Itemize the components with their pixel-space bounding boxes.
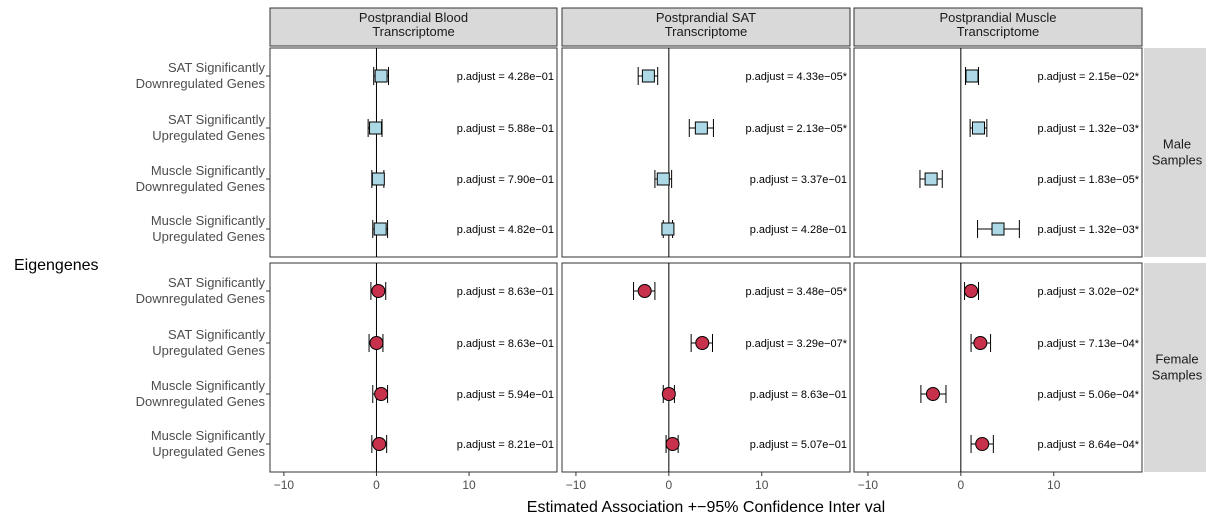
p-adjust-label: p.adjust = 3.48e−05* xyxy=(745,286,847,298)
p-adjust-label: p.adjust = 1.32e−03* xyxy=(1037,123,1139,135)
x-tick-label: −10 xyxy=(858,478,879,492)
y-category-label: Muscle Significantly Downregulated Genes xyxy=(136,378,266,409)
p-adjust-label: p.adjust = 7.90e−01 xyxy=(457,174,554,186)
estimate-point xyxy=(695,336,710,350)
y-category-label: Muscle Significantly Downregulated Genes xyxy=(136,163,266,194)
y-category-label: SAT Significantly Upregulated Genes xyxy=(152,327,265,358)
p-adjust-label: p.adjust = 8.64e−04* xyxy=(1037,439,1139,451)
estimate-point xyxy=(661,387,676,401)
column-strip-1 xyxy=(269,7,558,47)
y-category-label: SAT Significantly Upregulated Genes xyxy=(152,112,265,143)
panel-r1-c2 xyxy=(561,47,851,258)
row-strip-label-male-samples: Male Samples xyxy=(1152,137,1203,168)
y-category-label: SAT Significantly Downregulated Genes xyxy=(136,60,266,91)
p-adjust-label: p.adjust = 2.13e−05* xyxy=(745,123,847,135)
column-strip-3 xyxy=(853,7,1143,47)
column-strip-label-3: Postprandial Muscle Transcriptome xyxy=(939,10,1056,39)
estimate-point xyxy=(924,172,938,186)
p-adjust-label: p.adjust = 1.83e−05* xyxy=(1037,174,1139,186)
p-adjust-label: p.adjust = 4.28e−01 xyxy=(750,224,847,236)
panel-r2-c2 xyxy=(561,262,851,473)
p-adjust-label: p.adjust = 4.33e−05* xyxy=(745,71,847,83)
column-strip-label-1: Postprandial Blood Transcriptome xyxy=(359,10,468,39)
estimate-point xyxy=(975,437,990,451)
row-strip-1 xyxy=(1144,48,1206,257)
x-tick-label: 0 xyxy=(665,478,672,492)
column-strip-2 xyxy=(561,7,851,47)
x-tick-label: 10 xyxy=(755,478,769,492)
p-adjust-label: p.adjust = 3.02e−02* xyxy=(1037,286,1139,298)
p-adjust-label: p.adjust = 8.21e−01 xyxy=(457,439,554,451)
estimate-point xyxy=(973,336,988,350)
p-adjust-label: p.adjust = 8.63e−01 xyxy=(457,286,554,298)
panel-r2-c3 xyxy=(853,262,1143,473)
estimate-point xyxy=(964,284,979,298)
panel-r1-c1 xyxy=(269,47,558,258)
p-adjust-label: p.adjust = 1.32e−03* xyxy=(1037,224,1139,236)
estimate-point xyxy=(371,172,385,186)
estimate-point xyxy=(991,222,1005,236)
estimate-point xyxy=(656,172,670,186)
estimate-point xyxy=(373,222,387,236)
estimate-point xyxy=(665,437,680,451)
estimate-point xyxy=(925,387,940,401)
column-strip-label-2: Postprandial SAT Transcriptome xyxy=(656,10,756,39)
p-adjust-label: p.adjust = 3.29e−07* xyxy=(745,338,847,350)
p-adjust-label: p.adjust = 4.82e−01 xyxy=(457,224,554,236)
p-adjust-label: p.adjust = 5.88e−01 xyxy=(457,123,554,135)
row-strip-label-female-samples: Female Samples xyxy=(1152,352,1203,383)
x-tick-label: −10 xyxy=(566,478,587,492)
estimate-point xyxy=(374,69,388,83)
p-adjust-label: p.adjust = 5.06e−04* xyxy=(1037,389,1139,401)
estimate-point xyxy=(374,387,389,401)
x-tick-label: 0 xyxy=(957,478,964,492)
p-adjust-label: p.adjust = 5.94e−01 xyxy=(457,389,554,401)
x-tick-label: 10 xyxy=(1047,478,1061,492)
x-tick-label: 10 xyxy=(462,478,476,492)
estimate-point xyxy=(637,284,652,298)
estimate-point xyxy=(369,336,384,350)
y-category-label: Muscle Significantly Upregulated Genes xyxy=(151,428,266,459)
x-tick-label: 0 xyxy=(373,478,380,492)
y-axis-title: Eigengenes xyxy=(14,257,99,274)
p-adjust-label: p.adjust = 8.63e−01 xyxy=(457,338,554,350)
p-adjust-label: p.adjust = 5.07e−01 xyxy=(750,439,847,451)
x-axis-title: Estimated Association +−95% Confidence I… xyxy=(527,499,885,516)
p-adjust-label: p.adjust = 7.13e−04* xyxy=(1037,338,1139,350)
row-strip-2 xyxy=(1144,263,1206,472)
panel-r2-c1 xyxy=(269,262,558,473)
estimate-point xyxy=(694,121,708,135)
estimate-point xyxy=(661,222,675,236)
p-adjust-label: p.adjust = 2.15e−02* xyxy=(1037,71,1139,83)
panel-r1-c3 xyxy=(853,47,1143,258)
p-adjust-label: p.adjust = 8.63e−01 xyxy=(750,389,847,401)
p-adjust-label: p.adjust = 3.37e−01 xyxy=(750,174,847,186)
y-category-label: SAT Significantly Downregulated Genes xyxy=(136,275,266,306)
estimate-point xyxy=(369,121,383,135)
estimate-point xyxy=(965,69,979,83)
x-tick-label: −10 xyxy=(274,478,295,492)
estimate-point xyxy=(372,437,387,451)
estimate-point xyxy=(971,121,985,135)
estimate-point xyxy=(641,69,655,83)
p-adjust-label: p.adjust = 4.28e−01 xyxy=(457,71,554,83)
estimate-point xyxy=(371,284,386,298)
y-category-label: Muscle Significantly Upregulated Genes xyxy=(151,213,266,244)
